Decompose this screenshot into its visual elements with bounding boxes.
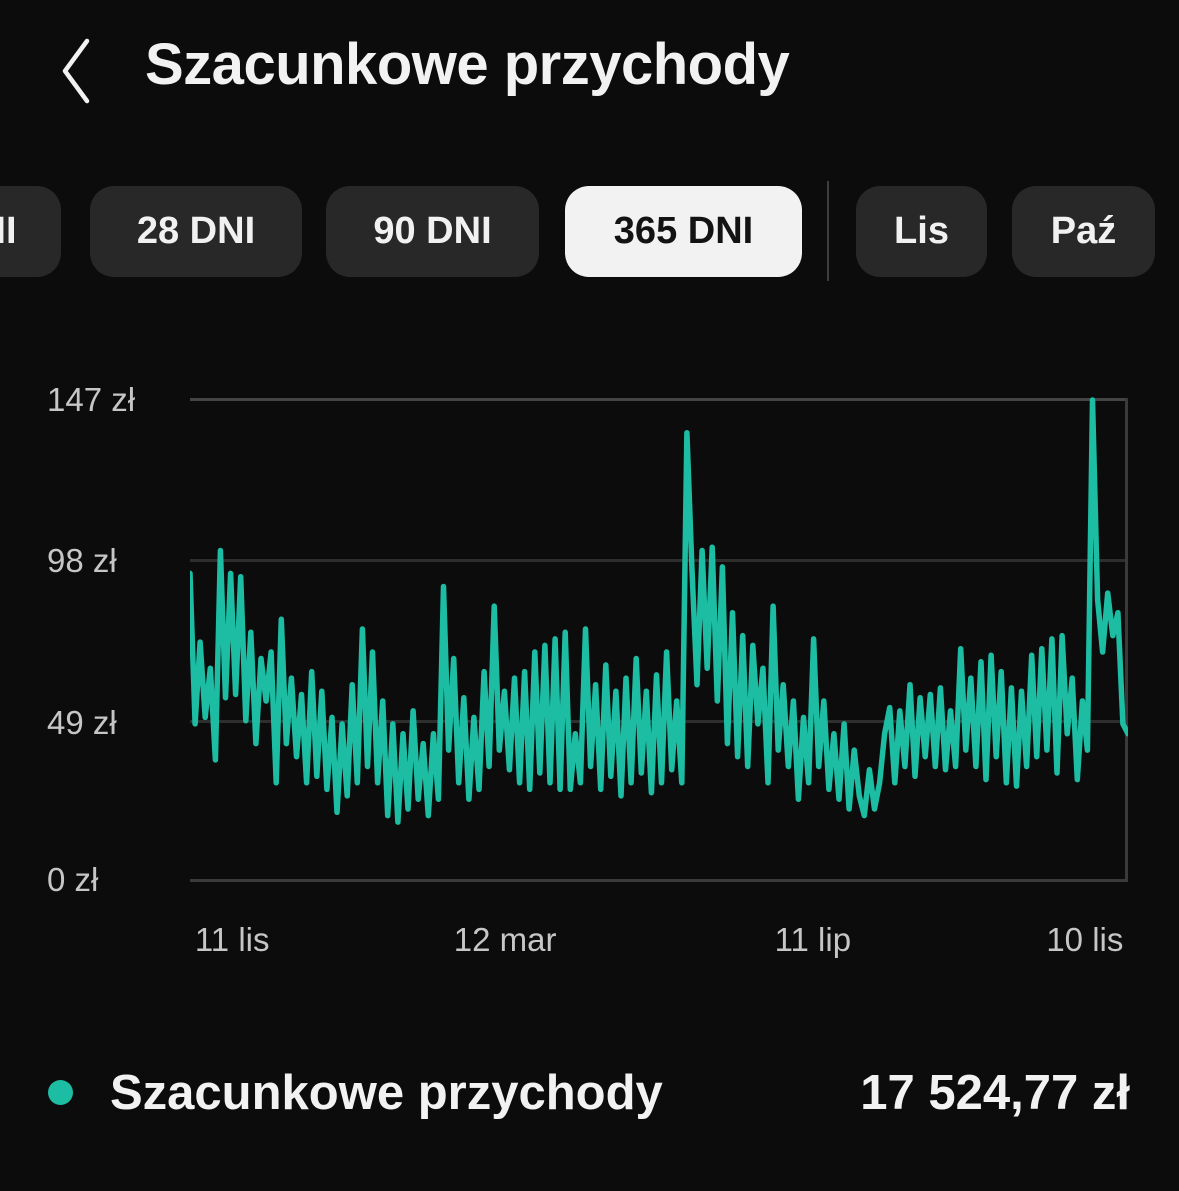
x-tick-11-lis: 11 lis [194, 921, 270, 958]
tab-lis[interactable]: Lis [856, 186, 987, 277]
tab-90-dni[interactable]: 90 DNI [326, 186, 539, 277]
tabs-divider [827, 181, 829, 281]
page-title: Szacunkowe przychody [145, 32, 790, 97]
y-tick-147: 147 zł [47, 381, 136, 418]
revenue-line [190, 397, 1128, 825]
legend-dot [48, 1080, 73, 1105]
gridline-0 [190, 879, 1128, 882]
plot-right-border [1125, 398, 1128, 882]
gridline-98 [190, 559, 1128, 562]
tab-7-dni[interactable]: 7 DNI [0, 186, 61, 277]
gridline-147 [190, 398, 1128, 401]
y-tick-0: 0 zł [47, 861, 99, 898]
x-tick-11-lip: 11 lip [774, 921, 852, 958]
back-button[interactable] [44, 30, 108, 114]
tab-paz[interactable]: Paź [1012, 186, 1155, 277]
x-tick-10-lis: 10 lis [1046, 921, 1124, 958]
tab-28-dni[interactable]: 28 DNI [90, 186, 302, 277]
chevron-left-icon [62, 38, 90, 104]
tab-365-dni[interactable]: 365 DNI [565, 186, 802, 277]
y-tick-98: 98 zł [47, 542, 117, 579]
revenue-line-plot[interactable] [190, 395, 1128, 887]
legend-label: Szacunkowe przychody [110, 1066, 663, 1120]
y-tick-49: 49 zł [47, 704, 117, 741]
legend-value: 17 524,77 zł [860, 1066, 1130, 1120]
x-tick-12-mar: 12 mar [453, 921, 557, 958]
